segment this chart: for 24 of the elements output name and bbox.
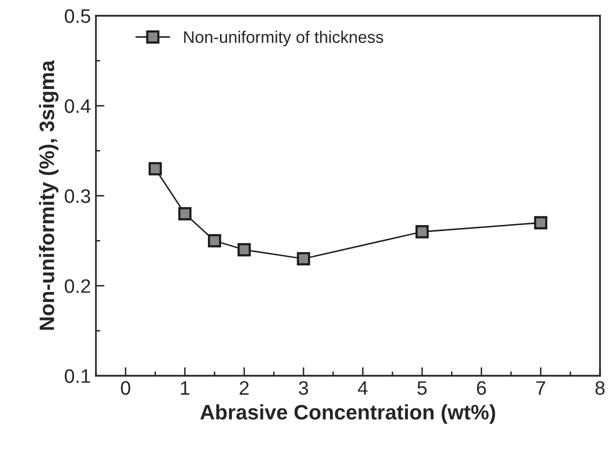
y-tick-label: 0.3 xyxy=(64,189,90,203)
y-tick-label: 0.2 xyxy=(64,279,90,293)
y-tick-label: 0.4 xyxy=(64,99,90,113)
x-tick-label: 4 xyxy=(358,381,368,395)
point xyxy=(296,252,310,266)
y-tick-label: 0.5 xyxy=(64,9,90,23)
legend-label: Non-uniformity of thickness xyxy=(184,30,384,46)
x-axis-title: Abrasive Concentration (wt%) xyxy=(200,404,496,424)
point xyxy=(238,243,251,256)
x-tick-label: 2 xyxy=(240,381,249,395)
point xyxy=(534,216,548,230)
x-tick-label: 5 xyxy=(417,381,427,395)
x-tick-label: 1 xyxy=(180,381,190,395)
x-tick-label: 0 xyxy=(120,381,130,395)
point xyxy=(178,207,192,220)
y-tick-label: 0.1 xyxy=(64,369,90,383)
x-tick-label: 3 xyxy=(298,381,308,395)
x-tick-label: 6 xyxy=(476,381,486,395)
point xyxy=(148,162,162,176)
point xyxy=(415,225,429,238)
point xyxy=(208,234,222,248)
x-tick-label: 8 xyxy=(595,381,605,395)
y-axis-title: Non-uniformity (%), 3sigma xyxy=(38,60,58,330)
x-tick-label: 7 xyxy=(536,381,546,395)
